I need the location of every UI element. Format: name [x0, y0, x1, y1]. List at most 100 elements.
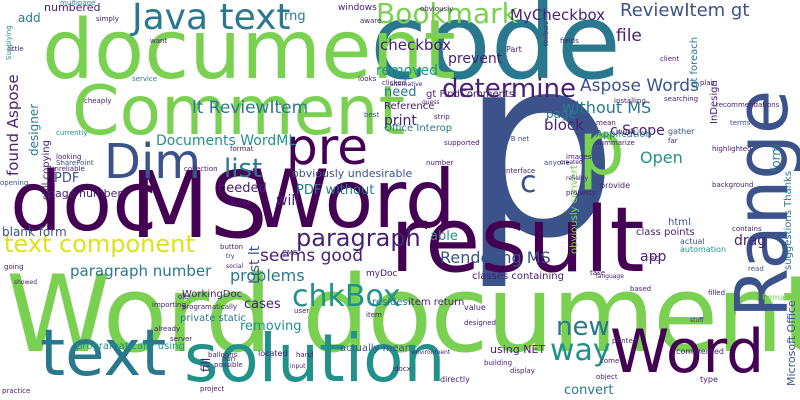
- word-come: come: [600, 357, 620, 365]
- word-type: type: [700, 375, 718, 384]
- word-mean: mean: [596, 119, 616, 127]
- word-new: new: [556, 312, 610, 342]
- word-social: social: [226, 263, 244, 270]
- word-looks: looks: [358, 75, 377, 83]
- word-blank-form: blank form: [2, 225, 67, 239]
- word-fill: fill: [199, 357, 213, 372]
- word-c: c: [520, 165, 537, 200]
- word-practice: practice: [2, 387, 31, 395]
- word-aware: aware: [360, 17, 382, 25]
- word-importing: importing: [152, 301, 186, 309]
- word-cheaply: cheaply: [84, 97, 112, 105]
- word-gt-foreach: gt foreach: [689, 36, 700, 88]
- word-cms: CMS: [282, 249, 298, 257]
- word-supplying: Supplying: [5, 25, 13, 60]
- word-summarize: summarize: [596, 139, 635, 147]
- word-gt-findcomments: gt FindComments: [426, 89, 515, 100]
- word-able: able: [430, 229, 458, 244]
- word-strip: strip: [434, 113, 450, 121]
- word-printed: printed: [612, 337, 638, 345]
- word-comment: Comment: [72, 72, 406, 151]
- word-anyone: anyone: [544, 159, 570, 167]
- word-app: app: [640, 249, 667, 265]
- word-obviously: obviously: [420, 5, 454, 13]
- word-terms: terms: [730, 119, 751, 127]
- word-user: user: [294, 307, 310, 315]
- word-sharepoint: SharePoint: [56, 159, 94, 167]
- word-word-document: Word document: [6, 253, 800, 376]
- word-toolbars: toolbars: [543, 21, 550, 46]
- word-commented: commented: [676, 347, 725, 356]
- word-remark: Remark: [762, 293, 793, 302]
- word-pdf: PDF: [54, 171, 80, 186]
- word-programatically-using: programatically using: [76, 341, 185, 352]
- word-resides: resides: [372, 297, 408, 308]
- word-reference: Reference: [384, 101, 435, 112]
- word-application: Application: [596, 129, 652, 140]
- word-numbered: numbered: [44, 1, 101, 14]
- word-part: Part: [506, 45, 522, 54]
- word-document: document: [42, 3, 456, 98]
- word-server: server: [170, 335, 193, 343]
- word-pdf-without: PDF without: [296, 183, 375, 198]
- word-scope: Scope: [230, 199, 252, 207]
- word-obviously-undesirable: obviously undesirable: [292, 167, 413, 180]
- word-using-net: using NET: [490, 343, 546, 356]
- word-stuff: stuff: [690, 317, 704, 324]
- word-way: way: [550, 333, 611, 368]
- word-looking: looking: [56, 153, 82, 161]
- word-automation: automation: [680, 245, 727, 254]
- word-pre: pre: [286, 118, 368, 176]
- word-work: work: [616, 127, 636, 136]
- word-directly: directly: [440, 375, 470, 384]
- word-classes-containing: classes containing: [472, 271, 564, 282]
- word-gather: gather: [668, 127, 695, 136]
- word-paragraph-number: paragraph number: [70, 262, 212, 280]
- word-possible: possible: [214, 361, 243, 369]
- word-lt-reviewitem: lt ReviewItem: [192, 98, 309, 118]
- word-want: want: [150, 37, 168, 45]
- word-collection: collection: [184, 165, 218, 173]
- word-drag: drag: [734, 233, 767, 249]
- word-environment: environment: [412, 349, 451, 356]
- word-page-mid: page: [546, 107, 576, 121]
- word-list: list: [224, 154, 263, 184]
- word-designed: designed: [464, 319, 496, 327]
- word-aspose-words: Aspose Words: [580, 76, 699, 96]
- word-provide: provide: [600, 181, 631, 190]
- word-programatically: programatically: [182, 303, 238, 311]
- word-images: images: [566, 153, 592, 161]
- word-p-big: p: [460, 2, 619, 293]
- word-chkbox: chkBox: [292, 279, 401, 314]
- word-will: will: [276, 193, 300, 209]
- word-file: file: [616, 26, 642, 46]
- word-rendering-ms: Rendering MS: [440, 248, 551, 267]
- word-showed: showed: [14, 279, 38, 286]
- word-property: property: [566, 189, 596, 197]
- word-paragraph: paragraph: [296, 224, 421, 252]
- word-button: button: [220, 243, 244, 251]
- word-doc: doc: [10, 155, 158, 250]
- word-value: value: [464, 303, 486, 312]
- word-item-return: item return: [408, 297, 465, 308]
- word-block: block: [544, 116, 584, 134]
- word-little: little: [8, 45, 24, 53]
- word-result: result: [390, 188, 645, 293]
- word-docx: docx: [394, 365, 411, 373]
- word-suggestions-thanks: suggestions Thanks: [783, 170, 794, 270]
- word-already: already: [154, 325, 181, 333]
- word-cases: cases: [244, 297, 281, 312]
- word-language: language: [596, 273, 624, 280]
- word-multipage: multipage: [60, 0, 96, 7]
- word-object: object: [596, 373, 618, 381]
- word-unreliable: unreliable: [50, 165, 85, 173]
- word-created: created: [560, 159, 583, 166]
- word-word-right: Word: [610, 317, 765, 387]
- word-fields: fields: [560, 37, 579, 45]
- word-code: code: [370, 0, 621, 103]
- word-convert: convert: [564, 383, 614, 398]
- word-bookmark: Bookmark: [376, 0, 518, 30]
- word-client: client: [660, 55, 680, 63]
- word-print: print: [384, 113, 417, 129]
- word-private-static: private static: [180, 313, 246, 324]
